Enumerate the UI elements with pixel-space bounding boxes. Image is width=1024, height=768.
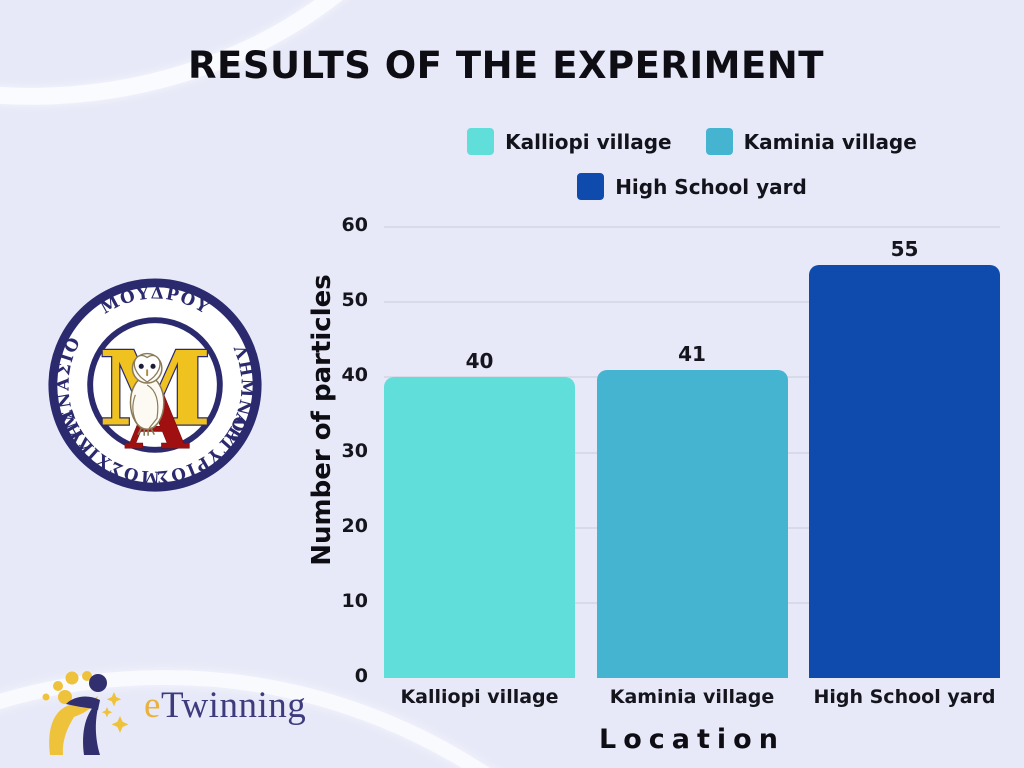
y-tick-label: 40	[341, 364, 368, 387]
legend-row: Kalliopi village Kaminia village	[467, 128, 917, 155]
legend-item: Kaminia village	[705, 128, 917, 155]
bar-value-label: 55	[890, 236, 919, 261]
legend-label: High School yard	[615, 174, 807, 199]
etwinning-rest: Twinning	[160, 685, 307, 726]
star-icon	[101, 692, 129, 733]
chart-legend: Kalliopi village Kaminia village High Scho…	[384, 128, 1000, 200]
navy-figure	[66, 674, 107, 755]
legend-swatch	[577, 173, 605, 200]
bar-value-label: 41	[678, 341, 706, 366]
etwinning-figures-icon	[42, 671, 129, 755]
y-tick-label: 10	[341, 589, 368, 612]
y-tick-label: 60	[341, 214, 368, 236]
school-logo: ΓΥΜΝΑΣΙΟ ΜΟΥΔΡΟΥ ΛΗΜΝΟΥ ΑΡΓΥΡΙΟΣ ΜΟΣΧΙΔΗ…	[48, 278, 262, 492]
x-category-label: Kalliopi village	[400, 686, 559, 708]
etwinning-e: e	[144, 685, 161, 726]
legend-label: Kaminia village	[743, 129, 917, 154]
x-axis-title: Location	[599, 724, 785, 755]
etwinning-logo: eTwinning	[32, 652, 312, 757]
y-tick-label: 30	[341, 439, 368, 462]
legend-row: High School yard	[577, 173, 807, 200]
y-tick-label: 50	[341, 289, 368, 312]
logo-outer-ring	[48, 278, 262, 492]
gridline	[384, 226, 1000, 228]
yellow-figure	[49, 690, 98, 755]
bar-value-label: 40	[465, 349, 494, 374]
bar-kalliopi-village	[384, 377, 575, 678]
owl-illustration	[129, 352, 165, 436]
legend-item: High School yard	[577, 173, 807, 200]
etwinning-wordmark: eTwinning	[144, 684, 306, 727]
y-tick-label: 0	[354, 665, 368, 687]
y-tick-label: 20	[341, 514, 368, 537]
x-category-label: High School yard	[813, 686, 996, 708]
legend-swatch	[467, 128, 495, 155]
x-category-label: Kaminia village	[609, 686, 775, 708]
legend-label: Kalliopi village	[505, 129, 672, 154]
legend-item: Kalliopi village	[467, 128, 672, 155]
bar-high-school-yard	[809, 264, 1000, 678]
legend-swatch	[705, 128, 733, 155]
bar-kaminia-village	[596, 369, 788, 678]
page-title: RESULTS OF THE EXPERIMENT	[188, 44, 824, 87]
gridline	[384, 301, 1000, 304]
